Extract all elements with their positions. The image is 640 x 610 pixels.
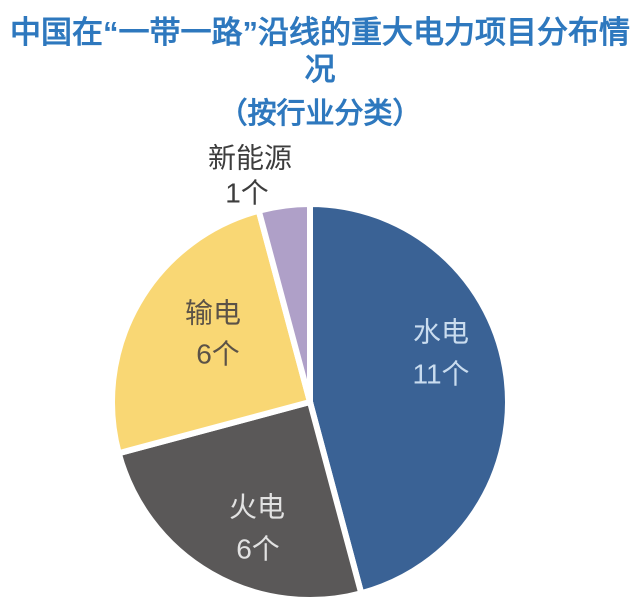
pie-label-count-hydro: 11个 <box>412 359 469 390</box>
pie-label-name-hydro: 水电 <box>413 317 469 348</box>
pie-slice-thermal <box>115 398 365 603</box>
pie-slice-transmission <box>109 207 314 457</box>
chart-title-block: 中国在“一带一路”沿线的重大电力项目分布情况 （按行业分类） <box>0 0 640 132</box>
pie-label-name-transmission: 输电 <box>185 298 241 329</box>
pie-label-count-new-energy: 1个 <box>225 178 269 209</box>
pie-label-count-transmission: 6个 <box>196 339 240 370</box>
pie-label-name-thermal: 火电 <box>229 492 285 523</box>
chart-subtitle: （按行业分类） <box>218 98 422 130</box>
pie-slice-hydro <box>307 200 511 597</box>
chart-title: 中国在“一带一路”沿线的重大电力项目分布情况 <box>10 15 630 87</box>
pie-label-name-new-energy: 新能源 <box>208 143 292 174</box>
pie-label-count-thermal: 6个 <box>236 534 280 565</box>
pie-slice-new-energy <box>255 200 313 403</box>
